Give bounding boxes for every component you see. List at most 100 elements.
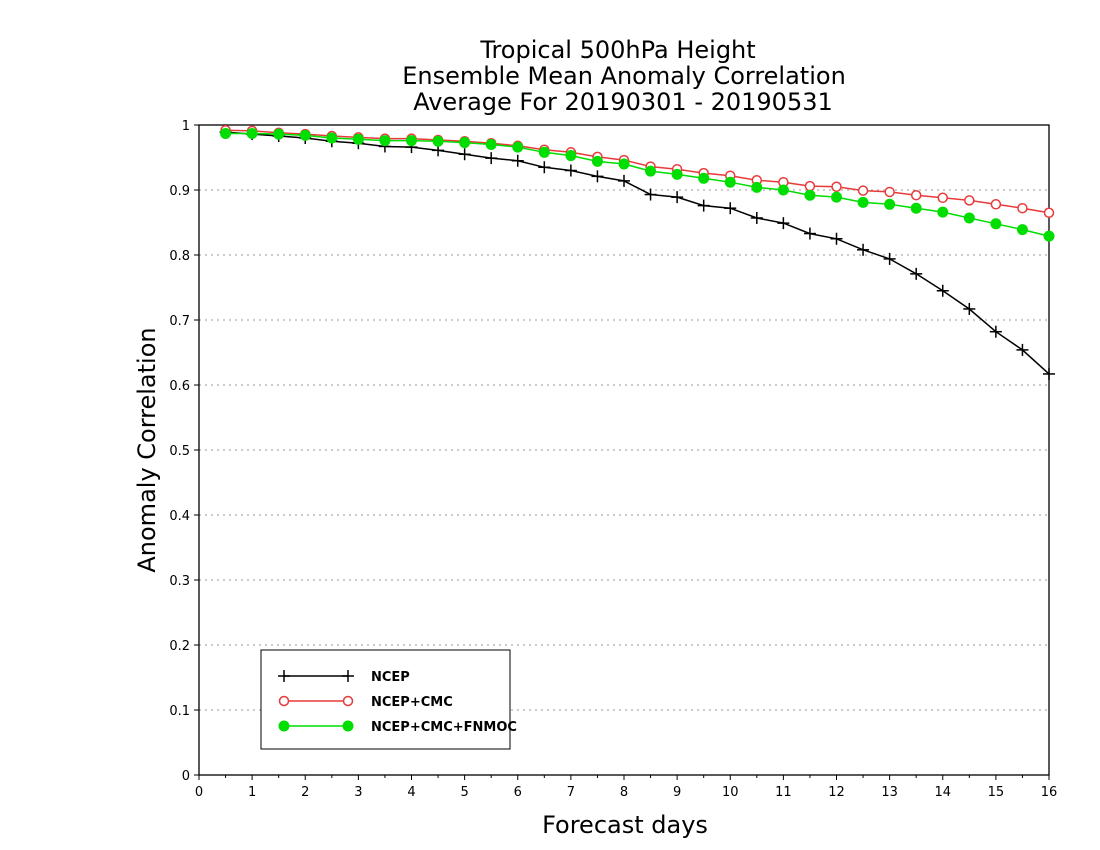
series-line-ncep bbox=[225, 131, 1050, 375]
x-tick-label: 15 bbox=[988, 785, 1005, 800]
legend-item-ncep-cmc: NCEP+CMC bbox=[278, 695, 453, 710]
data-point-ncep bbox=[618, 174, 630, 187]
y-tick-label: 0.7 bbox=[169, 314, 190, 329]
data-point-ncep-cmc-fnmoc bbox=[1043, 230, 1055, 242]
data-point-ncep-cmc-fnmoc bbox=[671, 168, 683, 180]
legend-box bbox=[260, 649, 511, 750]
data-point-ncep-cmc-fnmoc bbox=[432, 135, 444, 147]
legend-marker bbox=[278, 670, 290, 682]
y-tick-label: 1 bbox=[182, 119, 190, 134]
x-tick-label: 4 bbox=[407, 785, 415, 800]
x-tick-label: 0 bbox=[195, 785, 203, 800]
axis-ticks: 00.10.20.30.40.50.60.70.80.910 1 2 3 4 5 6 7 8 9 1… bbox=[169, 119, 1057, 800]
data-point-ncep-cmc-fnmoc bbox=[379, 135, 391, 147]
x-tick-label: 13 bbox=[881, 785, 898, 800]
data-point-ncep bbox=[989, 325, 1002, 338]
data-point-ncep-cmc-fnmoc bbox=[857, 196, 869, 208]
x-tick-label: 16 bbox=[1041, 785, 1058, 800]
data-point-ncep bbox=[591, 170, 604, 183]
legend-marker bbox=[278, 720, 290, 732]
data-point-ncep-cmc-fnmoc bbox=[459, 137, 471, 149]
data-point-ncep bbox=[458, 148, 471, 161]
data-point-ncep-cmc-fnmoc bbox=[990, 218, 1002, 230]
y-tick-label: 0.4 bbox=[169, 509, 190, 524]
data-point-ncep bbox=[857, 243, 870, 256]
data-point-ncep bbox=[644, 188, 657, 201]
y-axis-label: Anomaly Correlation bbox=[133, 327, 161, 572]
x-axis-label: Forecast days bbox=[542, 811, 708, 839]
data-point-ncep-cmc-fnmoc bbox=[352, 133, 364, 145]
data-point-ncep-cmc-fnmoc bbox=[565, 150, 577, 162]
data-point-ncep bbox=[803, 227, 816, 240]
data-point-ncep-cmc-fnmoc bbox=[1016, 224, 1028, 236]
data-point-ncep bbox=[671, 191, 684, 204]
data-point-ncep-cmc-fnmoc bbox=[804, 189, 816, 201]
data-point-ncep bbox=[963, 302, 976, 315]
legend-marker bbox=[342, 720, 354, 732]
data-point-ncep bbox=[830, 232, 843, 245]
data-point-ncep-cmc-fnmoc bbox=[831, 191, 842, 203]
data-point-ncep-cmc bbox=[857, 185, 869, 196]
data-point-ncep bbox=[538, 161, 551, 174]
data-point-ncep bbox=[1043, 367, 1055, 380]
data-point-ncep bbox=[883, 252, 896, 265]
data-point-ncep bbox=[724, 202, 737, 215]
chart-title-line-1: Tropical 500hPa Height bbox=[479, 36, 755, 64]
data-point-ncep-cmc-fnmoc bbox=[485, 139, 497, 150]
series-ncep-cmc-fnmoc bbox=[220, 127, 1055, 242]
x-tick-label: 11 bbox=[775, 785, 792, 800]
x-tick-label: 7 bbox=[567, 785, 575, 800]
data-point-ncep-cmc bbox=[804, 180, 816, 192]
legend-item-ncep: NCEP bbox=[278, 670, 410, 685]
data-point-ncep-cmc-fnmoc bbox=[910, 202, 922, 214]
data-point-ncep bbox=[485, 152, 498, 165]
data-point-ncep-cmc-fnmoc bbox=[751, 181, 763, 193]
y-tick-label: 0.2 bbox=[169, 639, 190, 654]
data-point-ncep-cmc-fnmoc bbox=[326, 132, 338, 144]
gridlines bbox=[199, 189, 1049, 711]
legend-item-ncep-cmc-fnmoc: NCEP+CMC+FNMOC bbox=[278, 720, 517, 735]
chart-title-line-3: Average For 20190301 - 20190531 bbox=[413, 88, 833, 116]
data-point-ncep-cmc bbox=[1017, 202, 1028, 214]
x-tick-label: 9 bbox=[673, 785, 681, 800]
series-line-ncep-cmc-fnmoc bbox=[225, 132, 1050, 237]
y-tick-label: 0.1 bbox=[169, 704, 190, 719]
data-point-ncep-cmc-fnmoc bbox=[937, 206, 949, 218]
y-tick-label: 0.6 bbox=[169, 379, 190, 394]
x-tick-label: 3 bbox=[354, 785, 362, 800]
chart-title-line-2: Ensemble Mean Anomaly Correlation bbox=[402, 62, 846, 90]
series-layer bbox=[219, 124, 1055, 380]
y-tick-label: 0.9 bbox=[169, 184, 190, 199]
data-point-ncep-cmc-fnmoc bbox=[246, 127, 258, 139]
x-tick-label: 8 bbox=[620, 785, 628, 800]
data-point-ncep bbox=[1016, 343, 1029, 356]
data-point-ncep bbox=[750, 211, 763, 224]
data-point-ncep-cmc bbox=[910, 189, 922, 201]
data-point-ncep-cmc-fnmoc bbox=[777, 184, 789, 196]
data-point-ncep-cmc-fnmoc bbox=[273, 128, 285, 140]
legend-label: NCEP bbox=[371, 670, 410, 685]
data-point-ncep-cmc bbox=[937, 192, 948, 204]
data-point-ncep bbox=[777, 217, 790, 230]
legend-label: NCEP+CMC bbox=[371, 695, 453, 710]
x-tick-label: 10 bbox=[722, 785, 739, 800]
y-tick-label: 0 bbox=[182, 769, 190, 784]
x-tick-label: 1 bbox=[248, 785, 256, 800]
data-point-ncep bbox=[564, 164, 577, 177]
data-point-ncep-cmc-fnmoc bbox=[220, 127, 232, 139]
legend-marker bbox=[278, 695, 290, 707]
y-tick-label: 0.3 bbox=[169, 574, 190, 589]
x-tick-label: 12 bbox=[828, 785, 845, 800]
data-point-ncep bbox=[697, 199, 710, 212]
x-tick-label: 2 bbox=[301, 785, 309, 800]
data-point-ncep bbox=[511, 154, 524, 167]
data-point-ncep-cmc-fnmoc bbox=[591, 155, 603, 167]
data-point-ncep-cmc-fnmoc bbox=[884, 198, 896, 210]
data-point-ncep-cmc-fnmoc bbox=[698, 172, 710, 184]
data-point-ncep-cmc bbox=[990, 199, 1002, 210]
data-point-ncep-cmc-fnmoc bbox=[538, 146, 550, 158]
data-point-ncep-cmc-fnmoc bbox=[963, 212, 975, 224]
series-ncep bbox=[219, 126, 1055, 380]
data-point-ncep-cmc bbox=[831, 181, 842, 192]
